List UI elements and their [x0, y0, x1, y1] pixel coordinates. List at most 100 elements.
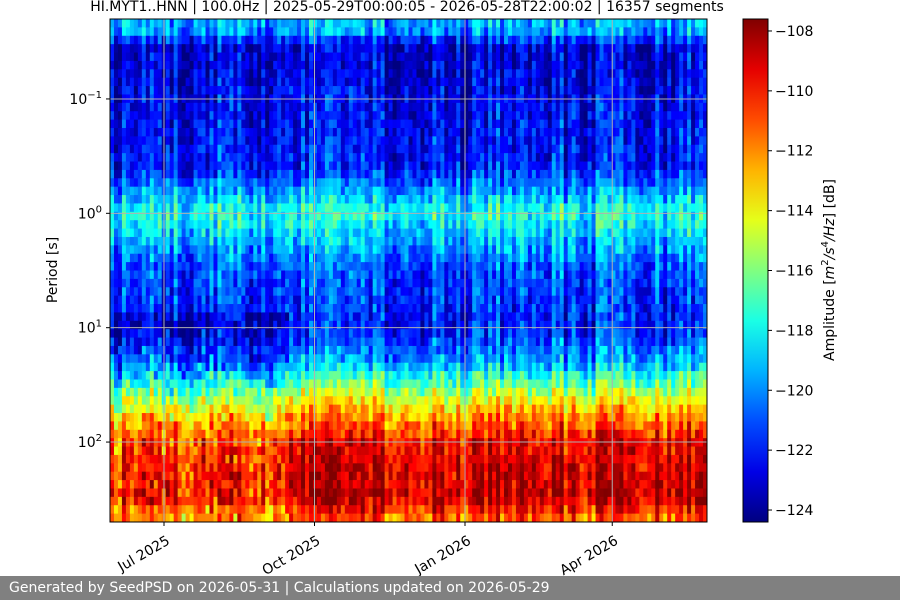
heatmap-cell: [409, 153, 414, 162]
heatmap-cell: [397, 430, 402, 439]
heatmap-cell: [182, 187, 187, 196]
heatmap-cell: [269, 170, 274, 179]
heatmap-cell: [154, 447, 159, 456]
heatmap-cell: [345, 237, 350, 246]
heatmap-cell: [221, 69, 226, 78]
heatmap-cell: [253, 145, 258, 154]
heatmap-cell: [317, 514, 322, 523]
heatmap-cell: [357, 346, 362, 355]
heatmap-cell: [182, 455, 187, 464]
heatmap-cell: [385, 421, 390, 430]
heatmap-cell: [416, 78, 421, 87]
heatmap-cell: [202, 86, 207, 95]
heatmap-cell: [409, 145, 414, 154]
heatmap-cell: [146, 103, 151, 112]
heatmap-cell: [420, 254, 425, 263]
heatmap-cell: [293, 170, 298, 179]
heatmap-cell: [110, 338, 115, 347]
heatmap-cell: [337, 19, 342, 28]
heatmap-cell: [420, 455, 425, 464]
heatmap-cell: [210, 61, 215, 70]
heatmap-cell: [357, 44, 362, 53]
heatmap-cell: [412, 447, 417, 456]
heatmap-cell: [142, 245, 147, 254]
heatmap-cell: [389, 86, 394, 95]
heatmap-cell: [405, 312, 410, 321]
heatmap-cell: [397, 312, 402, 321]
heatmap-cell: [257, 136, 262, 145]
heatmap-cell: [142, 19, 147, 28]
heatmap-cell: [297, 103, 302, 112]
heatmap-cell: [257, 271, 262, 280]
heatmap-cell: [118, 120, 123, 129]
heatmap-cell: [420, 463, 425, 472]
heatmap-cell: [170, 111, 175, 120]
heatmap-cell: [213, 463, 218, 472]
heatmap-cell: [317, 111, 322, 120]
heatmap-cell: [285, 271, 290, 280]
heatmap-cell: [134, 405, 139, 414]
heatmap-cell: [281, 86, 286, 95]
heatmap-cell: [134, 53, 139, 62]
heatmap-cell: [158, 128, 163, 137]
heatmap-cell: [261, 497, 266, 506]
heatmap-cell: [325, 153, 330, 162]
heatmap-cell: [237, 413, 242, 422]
heatmap-cell: [337, 178, 342, 187]
heatmap-cell: [206, 53, 211, 62]
heatmap-cell: [229, 304, 234, 313]
heatmap-cell: [424, 338, 429, 347]
heatmap-cell: [377, 128, 382, 137]
heatmap-cell: [158, 338, 163, 347]
heatmap-cell: [301, 321, 306, 330]
heatmap-cell: [122, 371, 127, 380]
heatmap-cell: [190, 371, 195, 380]
heatmap-cell: [385, 480, 390, 489]
heatmap-cell: [213, 472, 218, 481]
heatmap-cell: [424, 438, 429, 447]
heatmap-cell: [257, 195, 262, 204]
heatmap-cell: [277, 170, 282, 179]
heatmap-cell: [166, 321, 171, 330]
heatmap-cell: [377, 497, 382, 506]
heatmap-cell: [146, 287, 151, 296]
heatmap-cell: [229, 69, 234, 78]
heatmap-cell: [341, 421, 346, 430]
heatmap-cell: [198, 505, 203, 514]
heatmap-cell: [281, 53, 286, 62]
heatmap-cell: [341, 44, 346, 53]
heatmap-cell: [409, 69, 414, 78]
heatmap-cell: [221, 363, 226, 372]
heatmap-cell: [285, 69, 290, 78]
heatmap-cell: [190, 430, 195, 439]
heatmap-cell: [225, 497, 230, 506]
heatmap-cell: [349, 195, 354, 204]
heatmap-cell: [237, 279, 242, 288]
heatmap-cell: [432, 153, 437, 162]
heatmap-cell: [126, 111, 131, 120]
heatmap-cell: [217, 178, 222, 187]
heatmap-cell: [377, 463, 382, 472]
heatmap-cell: [281, 455, 286, 464]
heatmap-cell: [206, 480, 211, 489]
heatmap-cell: [353, 145, 358, 154]
heatmap-cell: [202, 187, 207, 196]
heatmap-cell: [202, 505, 207, 514]
heatmap-cell: [130, 44, 135, 53]
heatmap-cell: [269, 69, 274, 78]
heatmap-cell: [317, 170, 322, 179]
heatmap-cell: [428, 338, 433, 347]
heatmap-cell: [174, 203, 179, 212]
heatmap-cell: [253, 447, 258, 456]
heatmap-cell: [182, 472, 187, 481]
heatmap-cell: [154, 237, 159, 246]
heatmap-cell: [174, 514, 179, 523]
heatmap-cell: [194, 388, 199, 397]
heatmap-cell: [385, 363, 390, 372]
heatmap-cell: [206, 44, 211, 53]
heatmap-cell: [361, 145, 366, 154]
heatmap-cell: [182, 505, 187, 514]
heatmap-cell: [158, 329, 163, 338]
heatmap-cell: [428, 262, 433, 271]
heatmap-cell: [202, 36, 207, 45]
